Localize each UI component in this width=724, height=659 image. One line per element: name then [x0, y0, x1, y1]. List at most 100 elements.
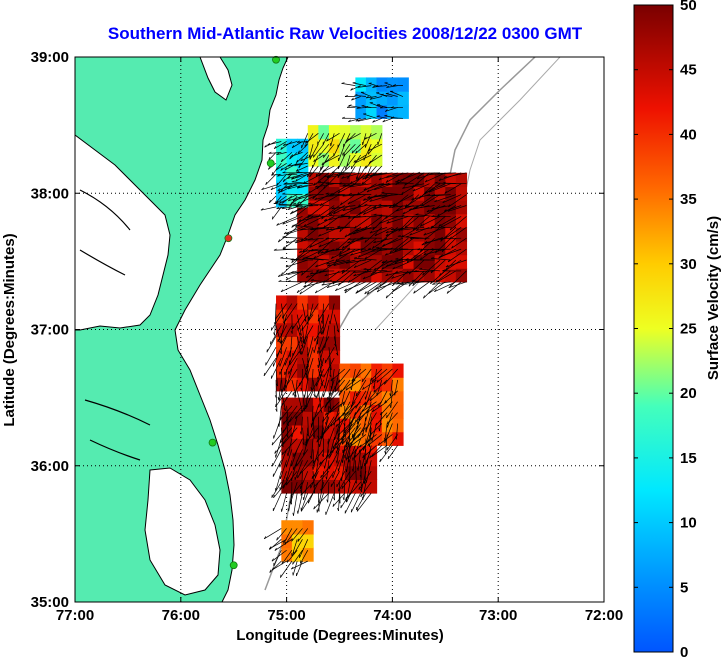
velocity-cell — [392, 227, 404, 242]
velocity-arrow — [299, 368, 309, 386]
velocity-arrow — [276, 216, 298, 226]
velocity-arrow — [284, 528, 298, 545]
velocity-arrowhead — [329, 367, 332, 371]
velocity-arrow — [294, 379, 298, 398]
velocity-arrow — [338, 248, 361, 257]
velocity-arrow — [272, 460, 282, 477]
velocity-arrow — [387, 412, 393, 428]
radar-site-marker — [266, 159, 275, 168]
velocity-arrow — [285, 368, 293, 389]
velocity-cell — [360, 363, 372, 378]
velocity-arrow — [350, 492, 361, 513]
velocity-cell — [328, 152, 341, 167]
velocity-arrowhead — [342, 152, 344, 156]
velocity-arrow — [447, 205, 467, 212]
velocity-arrow — [371, 270, 393, 274]
velocity-arrowhead — [367, 151, 370, 155]
velocity-arrowhead — [391, 276, 395, 279]
velocity-cell — [424, 200, 436, 215]
velocity-cell — [413, 240, 425, 256]
velocity-arrow — [391, 226, 414, 231]
velocity-arrowhead — [356, 106, 360, 109]
velocity-cell — [376, 104, 388, 119]
y-tick-label: 36:00 — [31, 458, 69, 475]
velocity-arrowhead — [346, 105, 350, 108]
velocity-arrowhead — [268, 151, 272, 154]
velocity-arrow — [427, 194, 446, 196]
y-tick-label: 38:00 — [31, 185, 69, 202]
velocity-arrow — [365, 165, 372, 180]
velocity-arrow — [355, 154, 372, 164]
velocity-arrowhead — [408, 208, 412, 211]
velocity-arrow — [278, 184, 287, 194]
velocity-cell — [434, 186, 446, 201]
velocity-cell — [286, 138, 298, 153]
velocity-arrowhead — [323, 280, 326, 284]
velocity-arrowhead — [373, 389, 376, 393]
velocity-arrowhead — [284, 167, 288, 171]
velocity-arrowhead — [349, 423, 352, 428]
velocity-arrow — [360, 460, 362, 478]
velocity-arrowhead — [381, 182, 385, 185]
velocity-arrowhead — [386, 221, 390, 224]
velocity-arrowhead — [386, 85, 390, 88]
velocity-arrow — [315, 379, 324, 399]
velocity-cell — [313, 438, 325, 453]
velocity-arrowhead — [444, 268, 448, 271]
velocity-arrow — [328, 194, 351, 197]
velocity-arrowhead — [312, 460, 315, 464]
velocity-arrow — [352, 449, 356, 472]
velocity-arrow — [317, 336, 324, 354]
velocity-cell — [286, 295, 298, 310]
velocity-arrowhead — [304, 256, 308, 259]
velocity-arrow — [265, 347, 277, 366]
velocity-arrowhead — [302, 340, 305, 344]
velocity-arrowhead — [351, 378, 354, 382]
velocity-cell — [339, 152, 351, 167]
velocity-arrowhead — [384, 450, 386, 455]
velocity-arrow — [317, 205, 335, 218]
velocity-cell — [413, 268, 425, 283]
velocity-arrow — [277, 172, 298, 177]
velocity-arrowhead — [444, 190, 447, 194]
velocity-cell — [323, 397, 335, 412]
velocity-cell — [302, 438, 314, 453]
velocity-arrow — [291, 539, 298, 557]
velocity-arrow — [306, 358, 314, 379]
velocity-arrow — [352, 270, 377, 273]
velocity-arrow — [390, 390, 393, 408]
velocity-arrowhead — [285, 482, 288, 486]
velocity-arrowhead — [390, 116, 395, 119]
velocity-arrow — [372, 401, 388, 413]
velocity-arrowhead — [438, 223, 441, 227]
velocity-arrow — [293, 438, 303, 457]
velocity-arrowhead — [348, 104, 352, 106]
velocity-arrow — [384, 423, 388, 441]
velocity-arrowhead — [276, 206, 280, 210]
velocity-arrow — [282, 206, 292, 210]
velocity-cell — [350, 404, 362, 419]
velocity-arrow — [276, 336, 287, 357]
velocity-arrowhead — [291, 566, 294, 570]
velocity-arrowhead — [337, 225, 341, 228]
velocity-cell — [413, 200, 425, 215]
velocity-cell — [350, 213, 362, 228]
velocity-cell — [297, 309, 309, 324]
velocity-arrowhead — [280, 388, 283, 392]
velocity-arrow — [380, 107, 393, 109]
velocity-arrowhead — [388, 205, 392, 208]
velocity-arrow — [412, 183, 430, 192]
velocity-arrowhead — [396, 179, 400, 182]
velocity-cell — [339, 227, 351, 242]
velocity-arrow — [296, 560, 303, 577]
velocity-arrowhead — [389, 247, 393, 250]
velocity-arrow — [271, 173, 282, 176]
velocity-arrowhead — [409, 237, 414, 240]
velocity-arrow — [419, 268, 441, 272]
velocity-arrowhead — [371, 271, 375, 274]
velocity-arrowhead — [341, 269, 345, 272]
velocity-arrow — [309, 165, 319, 178]
velocity-arrow — [278, 270, 298, 277]
velocity-cell — [281, 397, 293, 412]
velocity-cell — [328, 336, 341, 351]
